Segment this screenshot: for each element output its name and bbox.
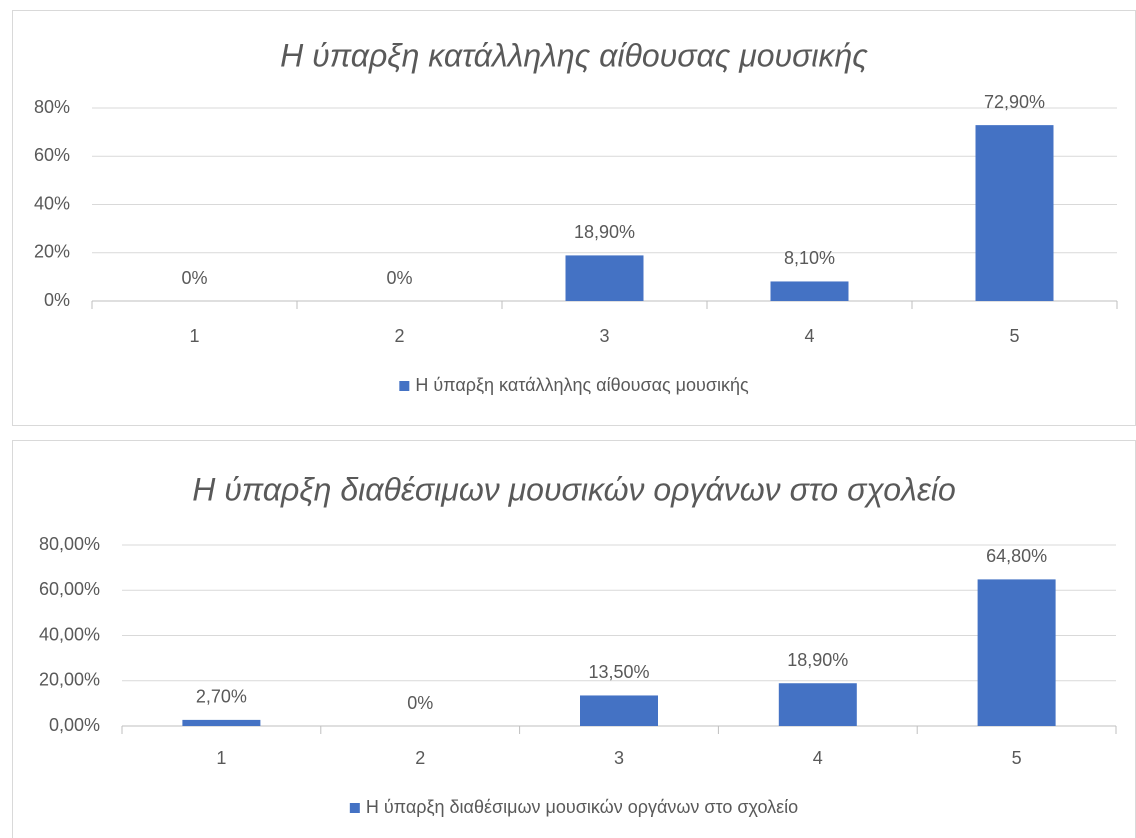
y-tick-label: 20% [34, 242, 70, 262]
y-tick-label: 60% [34, 145, 70, 165]
x-tick-label: 5 [1012, 748, 1022, 768]
y-tick-label: 60,00% [39, 579, 100, 599]
bar [182, 719, 261, 726]
legend-swatch [399, 381, 410, 391]
chart-title: Η ύπαρξη κατάλληλης αίθουσας μουσικής [280, 37, 868, 73]
bar [580, 695, 658, 726]
chart-frame [12, 440, 1136, 838]
data-label: 0% [407, 693, 433, 713]
data-label: 13,50% [588, 662, 649, 682]
x-tick-label: 4 [804, 326, 814, 346]
x-tick-label: 1 [216, 748, 226, 768]
legend-label: Η ύπαρξη κατάλληλης αίθουσας μουσικής [415, 375, 749, 395]
legend-label: Η ύπαρξη διαθέσιμων μουσικών οργάνων στο… [366, 797, 798, 817]
y-tick-label: 0,00% [49, 715, 100, 735]
bar [977, 579, 1056, 726]
bar [975, 125, 1054, 301]
y-tick-label: 0% [44, 290, 70, 310]
y-tick-label: 20,00% [39, 670, 100, 690]
legend-swatch [349, 803, 360, 813]
x-tick-label: 2 [394, 326, 404, 346]
data-label: 8,10% [784, 248, 835, 268]
data-label: 72,90% [984, 92, 1045, 112]
chart-title: Η ύπαρξη διαθέσιμων μουσικών οργάνων στο… [192, 471, 956, 507]
x-tick-label: 2 [415, 748, 425, 768]
x-tick-label: 1 [189, 326, 199, 346]
y-tick-label: 40,00% [39, 624, 100, 644]
bar [770, 281, 849, 301]
chart-frame [12, 10, 1136, 426]
y-tick-label: 80% [34, 97, 70, 117]
x-tick-label: 3 [614, 748, 624, 768]
data-label: 18,90% [574, 222, 635, 242]
data-label: 2,70% [196, 687, 247, 707]
x-tick-label: 4 [813, 748, 823, 768]
data-label: 64,80% [986, 546, 1047, 566]
data-label: 18,90% [787, 650, 848, 670]
data-label: 0% [386, 268, 412, 288]
y-tick-label: 80,00% [39, 534, 100, 554]
bar [565, 255, 644, 301]
data-label: 0% [181, 268, 207, 288]
y-tick-label: 40% [34, 193, 70, 213]
x-tick-label: 3 [599, 326, 609, 346]
x-tick-label: 5 [1009, 326, 1019, 346]
bar [778, 683, 857, 726]
